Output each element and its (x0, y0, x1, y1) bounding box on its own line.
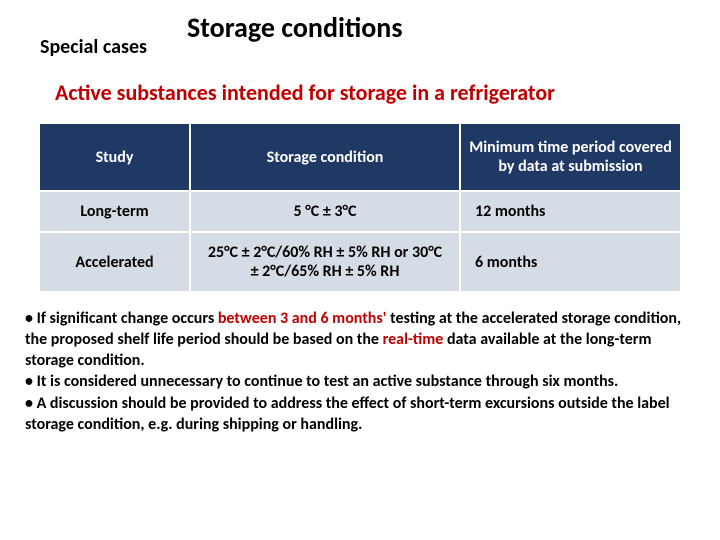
storage-table: Study Storage condition Minimum time per… (40, 124, 680, 291)
col-header-study: Study (40, 124, 190, 191)
subtitle: Active substances intended for storage i… (55, 79, 700, 106)
bullet-item: • It is considered unnecessary to contin… (25, 372, 695, 393)
cell-condition: 5 °C ± 3°C (190, 191, 460, 232)
col-header-condition: Storage condition (190, 124, 460, 191)
cell-time: 12 months (460, 191, 680, 232)
table-row: Accelerated 25°C ± 2°C/60% RH ± 5% RH or… (40, 232, 680, 291)
text-fragment-red: between 3 and 6 months' (218, 309, 390, 328)
special-cases-label: Special cases (40, 35, 147, 59)
bullet-list: • If significant change occurs between 3… (20, 309, 700, 436)
table-header-row: Study Storage condition Minimum time per… (40, 124, 680, 191)
cell-study: Accelerated (40, 232, 190, 291)
text-fragment: • If significant change occurs (25, 309, 218, 328)
bullet-item: • If significant change occurs between 3… (25, 309, 695, 371)
cell-condition: 25°C ± 2°C/60% RH ± 5% RH or 30°C ± 2°C/… (190, 232, 460, 291)
bullet-item: • A discussion should be provided to add… (25, 394, 695, 436)
header: Special cases Storage conditions (20, 10, 700, 59)
col-header-time: Minimum time period covered by data at s… (460, 124, 680, 191)
table-row: Long-term 5 °C ± 3°C 12 months (40, 191, 680, 232)
cell-time: 6 months (460, 232, 680, 291)
cell-study: Long-term (40, 191, 190, 232)
text-fragment-red: real-time (383, 330, 447, 349)
page-title: Storage conditions (187, 10, 402, 45)
